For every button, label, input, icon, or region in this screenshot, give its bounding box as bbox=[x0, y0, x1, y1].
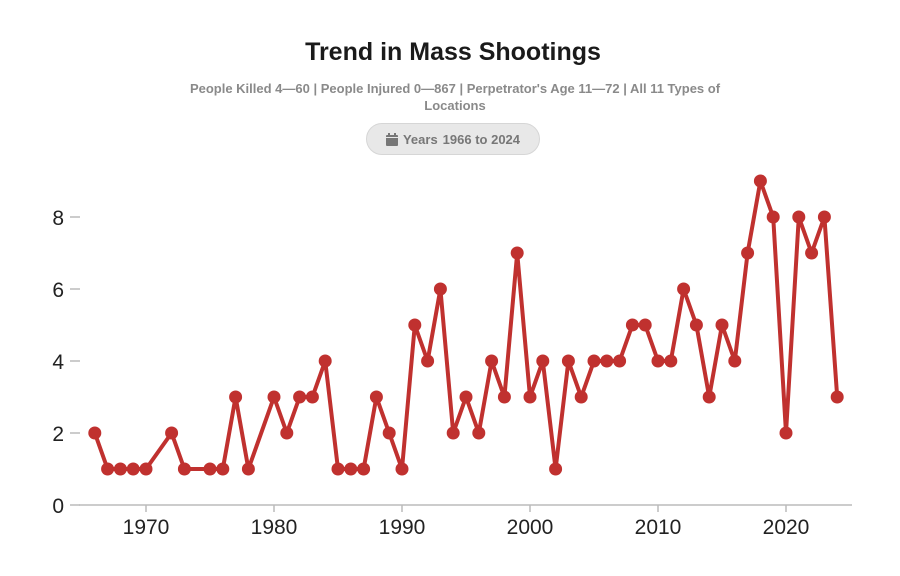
data-point bbox=[741, 246, 755, 260]
data-point bbox=[664, 354, 678, 368]
data-point bbox=[625, 318, 639, 332]
data-point bbox=[113, 462, 127, 476]
data-point bbox=[574, 390, 588, 404]
data-point bbox=[792, 210, 806, 224]
y-tick-label: 4 bbox=[52, 351, 64, 374]
data-point bbox=[126, 462, 140, 476]
data-point bbox=[421, 354, 435, 368]
data-point bbox=[139, 462, 153, 476]
data-point bbox=[369, 390, 383, 404]
x-tick-label: 1980 bbox=[251, 516, 298, 539]
data-point bbox=[497, 390, 511, 404]
data-point bbox=[472, 426, 486, 440]
y-tick-label: 2 bbox=[52, 423, 64, 446]
series-line bbox=[92, 179, 840, 471]
data-point bbox=[408, 318, 422, 332]
data-point bbox=[817, 210, 831, 224]
data-point bbox=[766, 210, 780, 224]
data-point bbox=[216, 462, 230, 476]
calendar-icon bbox=[385, 132, 398, 146]
data-point bbox=[344, 462, 358, 476]
chart-subtitle: People Killed 4—60 | People Injured 0—86… bbox=[189, 81, 721, 113]
data-point bbox=[638, 318, 652, 332]
data-point bbox=[331, 462, 345, 476]
data-point bbox=[101, 462, 115, 476]
data-point bbox=[203, 462, 217, 476]
data-point bbox=[88, 426, 102, 440]
data-point bbox=[587, 354, 601, 368]
data-point bbox=[702, 390, 716, 404]
data-point bbox=[280, 426, 294, 440]
y-tick-label: 6 bbox=[52, 279, 64, 302]
data-point bbox=[715, 318, 729, 332]
data-point bbox=[293, 390, 307, 404]
x-tick-label: 1970 bbox=[123, 516, 170, 539]
data-point bbox=[305, 390, 319, 404]
data-point bbox=[728, 354, 742, 368]
data-point bbox=[241, 462, 255, 476]
data-point bbox=[433, 282, 447, 296]
x-tick-label: 2010 bbox=[635, 516, 682, 539]
data-point bbox=[357, 462, 371, 476]
data-point bbox=[485, 354, 499, 368]
data-point bbox=[677, 282, 691, 296]
years-filter-badge[interactable]: Years 1966 to 2024 bbox=[366, 123, 540, 155]
y-tick-label: 0 bbox=[52, 495, 64, 518]
data-point bbox=[753, 174, 767, 188]
data-point bbox=[549, 462, 563, 476]
x-tick-label: 2000 bbox=[507, 516, 554, 539]
data-point bbox=[459, 390, 473, 404]
y-tick-label: 8 bbox=[52, 207, 64, 230]
data-point bbox=[177, 462, 191, 476]
badge-label: Years bbox=[402, 131, 438, 147]
data-point bbox=[561, 354, 575, 368]
data-point bbox=[267, 390, 281, 404]
data-point bbox=[318, 354, 332, 368]
data-point bbox=[651, 354, 665, 368]
data-point bbox=[229, 390, 243, 404]
data-point bbox=[510, 246, 524, 260]
badge-value: 1966 to 2024 bbox=[442, 131, 521, 147]
x-tick-label: 2020 bbox=[763, 516, 810, 539]
data-point bbox=[165, 426, 179, 440]
data-point bbox=[600, 354, 614, 368]
data-point bbox=[536, 354, 550, 368]
data-point bbox=[382, 426, 396, 440]
data-point bbox=[523, 390, 537, 404]
data-point bbox=[446, 426, 460, 440]
x-tick-label: 1990 bbox=[379, 516, 426, 539]
data-point bbox=[613, 354, 627, 368]
data-point bbox=[395, 462, 409, 476]
data-point bbox=[830, 390, 844, 404]
data-point bbox=[689, 318, 703, 332]
data-point bbox=[779, 426, 793, 440]
data-point bbox=[805, 246, 819, 260]
chart-title: Trend in Mass Shootings bbox=[305, 38, 601, 66]
